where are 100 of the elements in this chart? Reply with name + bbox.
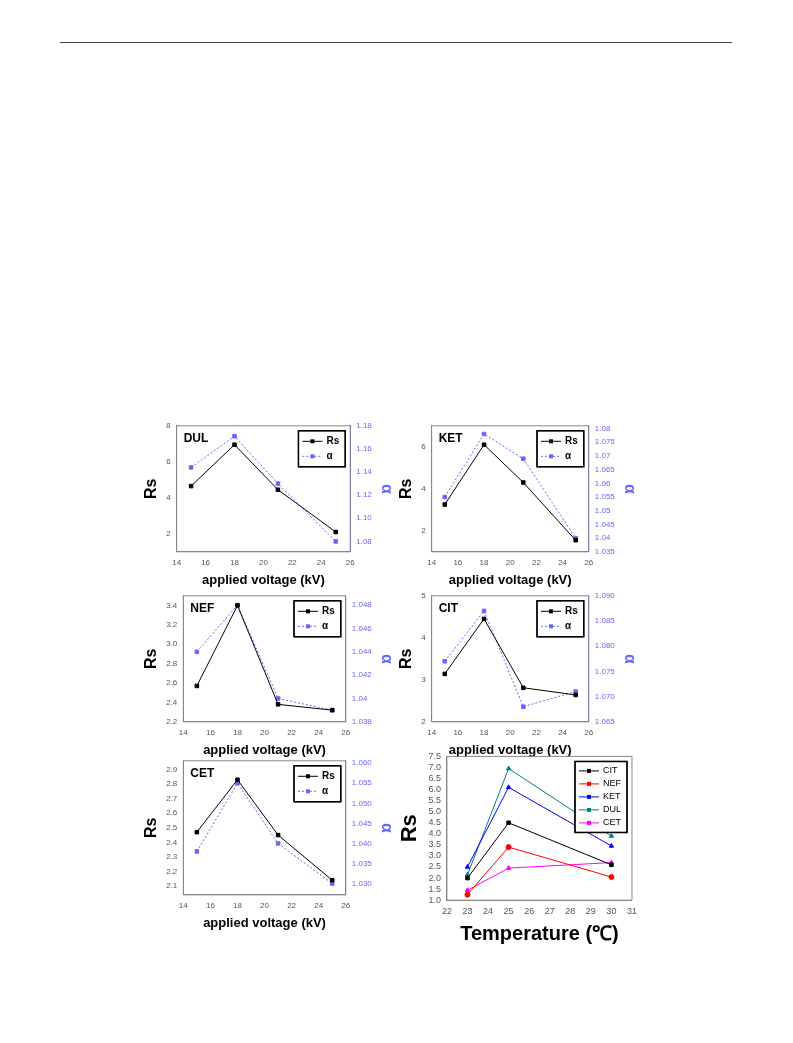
y2-tick-label: 1.075 — [594, 666, 616, 676]
y2-tick-label: 1.05 — [594, 505, 611, 515]
y-tick-label: 2.7 — [166, 793, 178, 803]
y-axis-title: Rs — [142, 478, 160, 500]
y-tick-label: 4.5 — [428, 817, 441, 828]
y-tick-label: 2.2 — [166, 717, 178, 726]
y-tick-label: 2.8 — [166, 658, 178, 668]
y-tick-label: 2.9 — [166, 764, 178, 774]
x-tick-label: 24 — [483, 906, 494, 917]
legend-label: Rs — [565, 605, 579, 617]
legend-label: α — [565, 450, 572, 462]
x-tick-label: 26 — [341, 727, 351, 737]
y2-tick-label: 1.12 — [356, 490, 373, 500]
y2-tick-label: 1.090 — [594, 591, 616, 600]
legend-label: α — [322, 785, 329, 797]
x-tick-label: 29 — [585, 906, 596, 917]
x-tick-label: 14 — [178, 900, 189, 910]
x-tick-label: 26 — [584, 557, 594, 567]
x-tick-label: 18 — [233, 900, 243, 910]
y-tick-label: 3.4 — [166, 600, 178, 610]
y2-axis-title: α — [378, 653, 396, 664]
y2-tick-label: 1.08 — [594, 423, 611, 433]
y2-axis-title: α — [621, 653, 639, 664]
y-tick-label: 2.5 — [428, 861, 441, 872]
y-axis-title: Rs — [142, 648, 160, 670]
y2-tick-label: 1.035 — [594, 547, 616, 556]
y-axis-title: Rs — [142, 817, 160, 839]
y2-tick-label: 1.065 — [594, 717, 616, 726]
x-tick-label: 22 — [287, 557, 298, 567]
legend-label: Rs — [565, 435, 579, 447]
y2-tick-label: 1.16 — [356, 444, 373, 454]
y-tick-label: 2.0 — [428, 872, 441, 883]
y-tick-label: 4 — [166, 493, 172, 502]
y-tick-label: 6.5 — [428, 773, 441, 784]
legend-label: CIT — [602, 765, 618, 776]
y2-tick-label: 1.18 — [356, 421, 373, 430]
y2-axis-title: α — [621, 483, 639, 494]
y2-axis-title: α — [378, 822, 396, 833]
y2-tick-label: 1.044 — [351, 647, 373, 656]
legend-label: α — [326, 450, 334, 462]
x-axis-title: applied voltage (kV) — [202, 571, 325, 587]
x-tick-label: 20 — [505, 727, 516, 737]
y-tick-label: 6 — [421, 442, 427, 451]
y2-tick-label: 1.08 — [356, 536, 373, 546]
text: DUL — [183, 431, 209, 446]
y-tick-label: 5.5 — [428, 795, 441, 806]
legend-label: α — [322, 620, 329, 632]
y2-tick-label: 1.070 — [594, 691, 616, 701]
y-tick-label: 8 — [166, 421, 172, 430]
x-tick-label: 18 — [233, 727, 243, 737]
x-tick-label: 16 — [205, 900, 216, 910]
legend-label: DUL — [602, 804, 622, 815]
y-tick-label: 2 — [166, 529, 172, 538]
text: CIT — [438, 601, 459, 616]
x-tick-label: 18 — [479, 557, 490, 567]
y-tick-label: 3.5 — [428, 839, 441, 850]
y-tick-label: 3.0 — [166, 639, 178, 649]
x-axis-title: Temperature (℃) — [460, 921, 619, 944]
x-axis-title: applied voltage (kV) — [448, 741, 572, 757]
x-tick-label: 16 — [201, 557, 211, 567]
x-tick-label: 24 — [314, 900, 324, 910]
y2-tick-label: 1.042 — [351, 670, 373, 680]
y-tick-label: 3 — [421, 675, 427, 684]
x-tick-label: 26 — [524, 906, 535, 917]
x-tick-label: 14 — [172, 557, 182, 567]
x-axis-title: applied voltage (kV) — [448, 571, 572, 587]
y2-tick-label: 1.060 — [351, 758, 373, 768]
x-tick-label: 20 — [258, 557, 269, 567]
x-tick-label: 22 — [531, 557, 542, 567]
y2-tick-label: 1.045 — [351, 818, 373, 828]
y-tick-label: 2.6 — [166, 808, 178, 818]
y2-tick-label: 1.075 — [594, 437, 616, 447]
legend-label: α — [565, 620, 572, 632]
y-tick-label: 5.0 — [428, 806, 441, 817]
x-tick-label: 24 — [314, 727, 324, 737]
y-tick-label: 6.0 — [428, 784, 441, 795]
x-tick-label: 20 — [505, 557, 516, 567]
x-tick-label: 16 — [205, 727, 216, 737]
x-tick-label: 23 — [462, 906, 473, 917]
x-axis-title: applied voltage (kV) — [203, 741, 326, 757]
legend-label: KET — [602, 791, 621, 802]
y-tick-label: 2.1 — [166, 881, 178, 891]
x-tick-label: 14 — [178, 727, 189, 737]
y-tick-label: 2.3 — [166, 852, 178, 862]
y2-tick-label: 1.065 — [594, 464, 616, 474]
x-tick-label: 30 — [606, 906, 617, 917]
x-tick-label: 28 — [565, 906, 576, 917]
y-tick-label: 2 — [421, 717, 427, 726]
x-tick-label: 22 — [287, 900, 297, 910]
x-tick-label: 16 — [453, 557, 463, 567]
y2-tick-label: 1.050 — [351, 798, 373, 808]
legend-label: Rs — [326, 435, 340, 447]
x-tick-label: 22 — [287, 727, 297, 737]
x-tick-label: 24 — [558, 727, 568, 737]
x-tick-label: 24 — [558, 557, 568, 567]
legend-label: CET — [602, 817, 622, 828]
legend-label: NEF — [602, 778, 622, 789]
y2-tick-label: 1.04 — [351, 693, 368, 703]
y-tick-label: 2.2 — [166, 866, 178, 876]
y2-tick-label: 1.048 — [351, 600, 373, 610]
